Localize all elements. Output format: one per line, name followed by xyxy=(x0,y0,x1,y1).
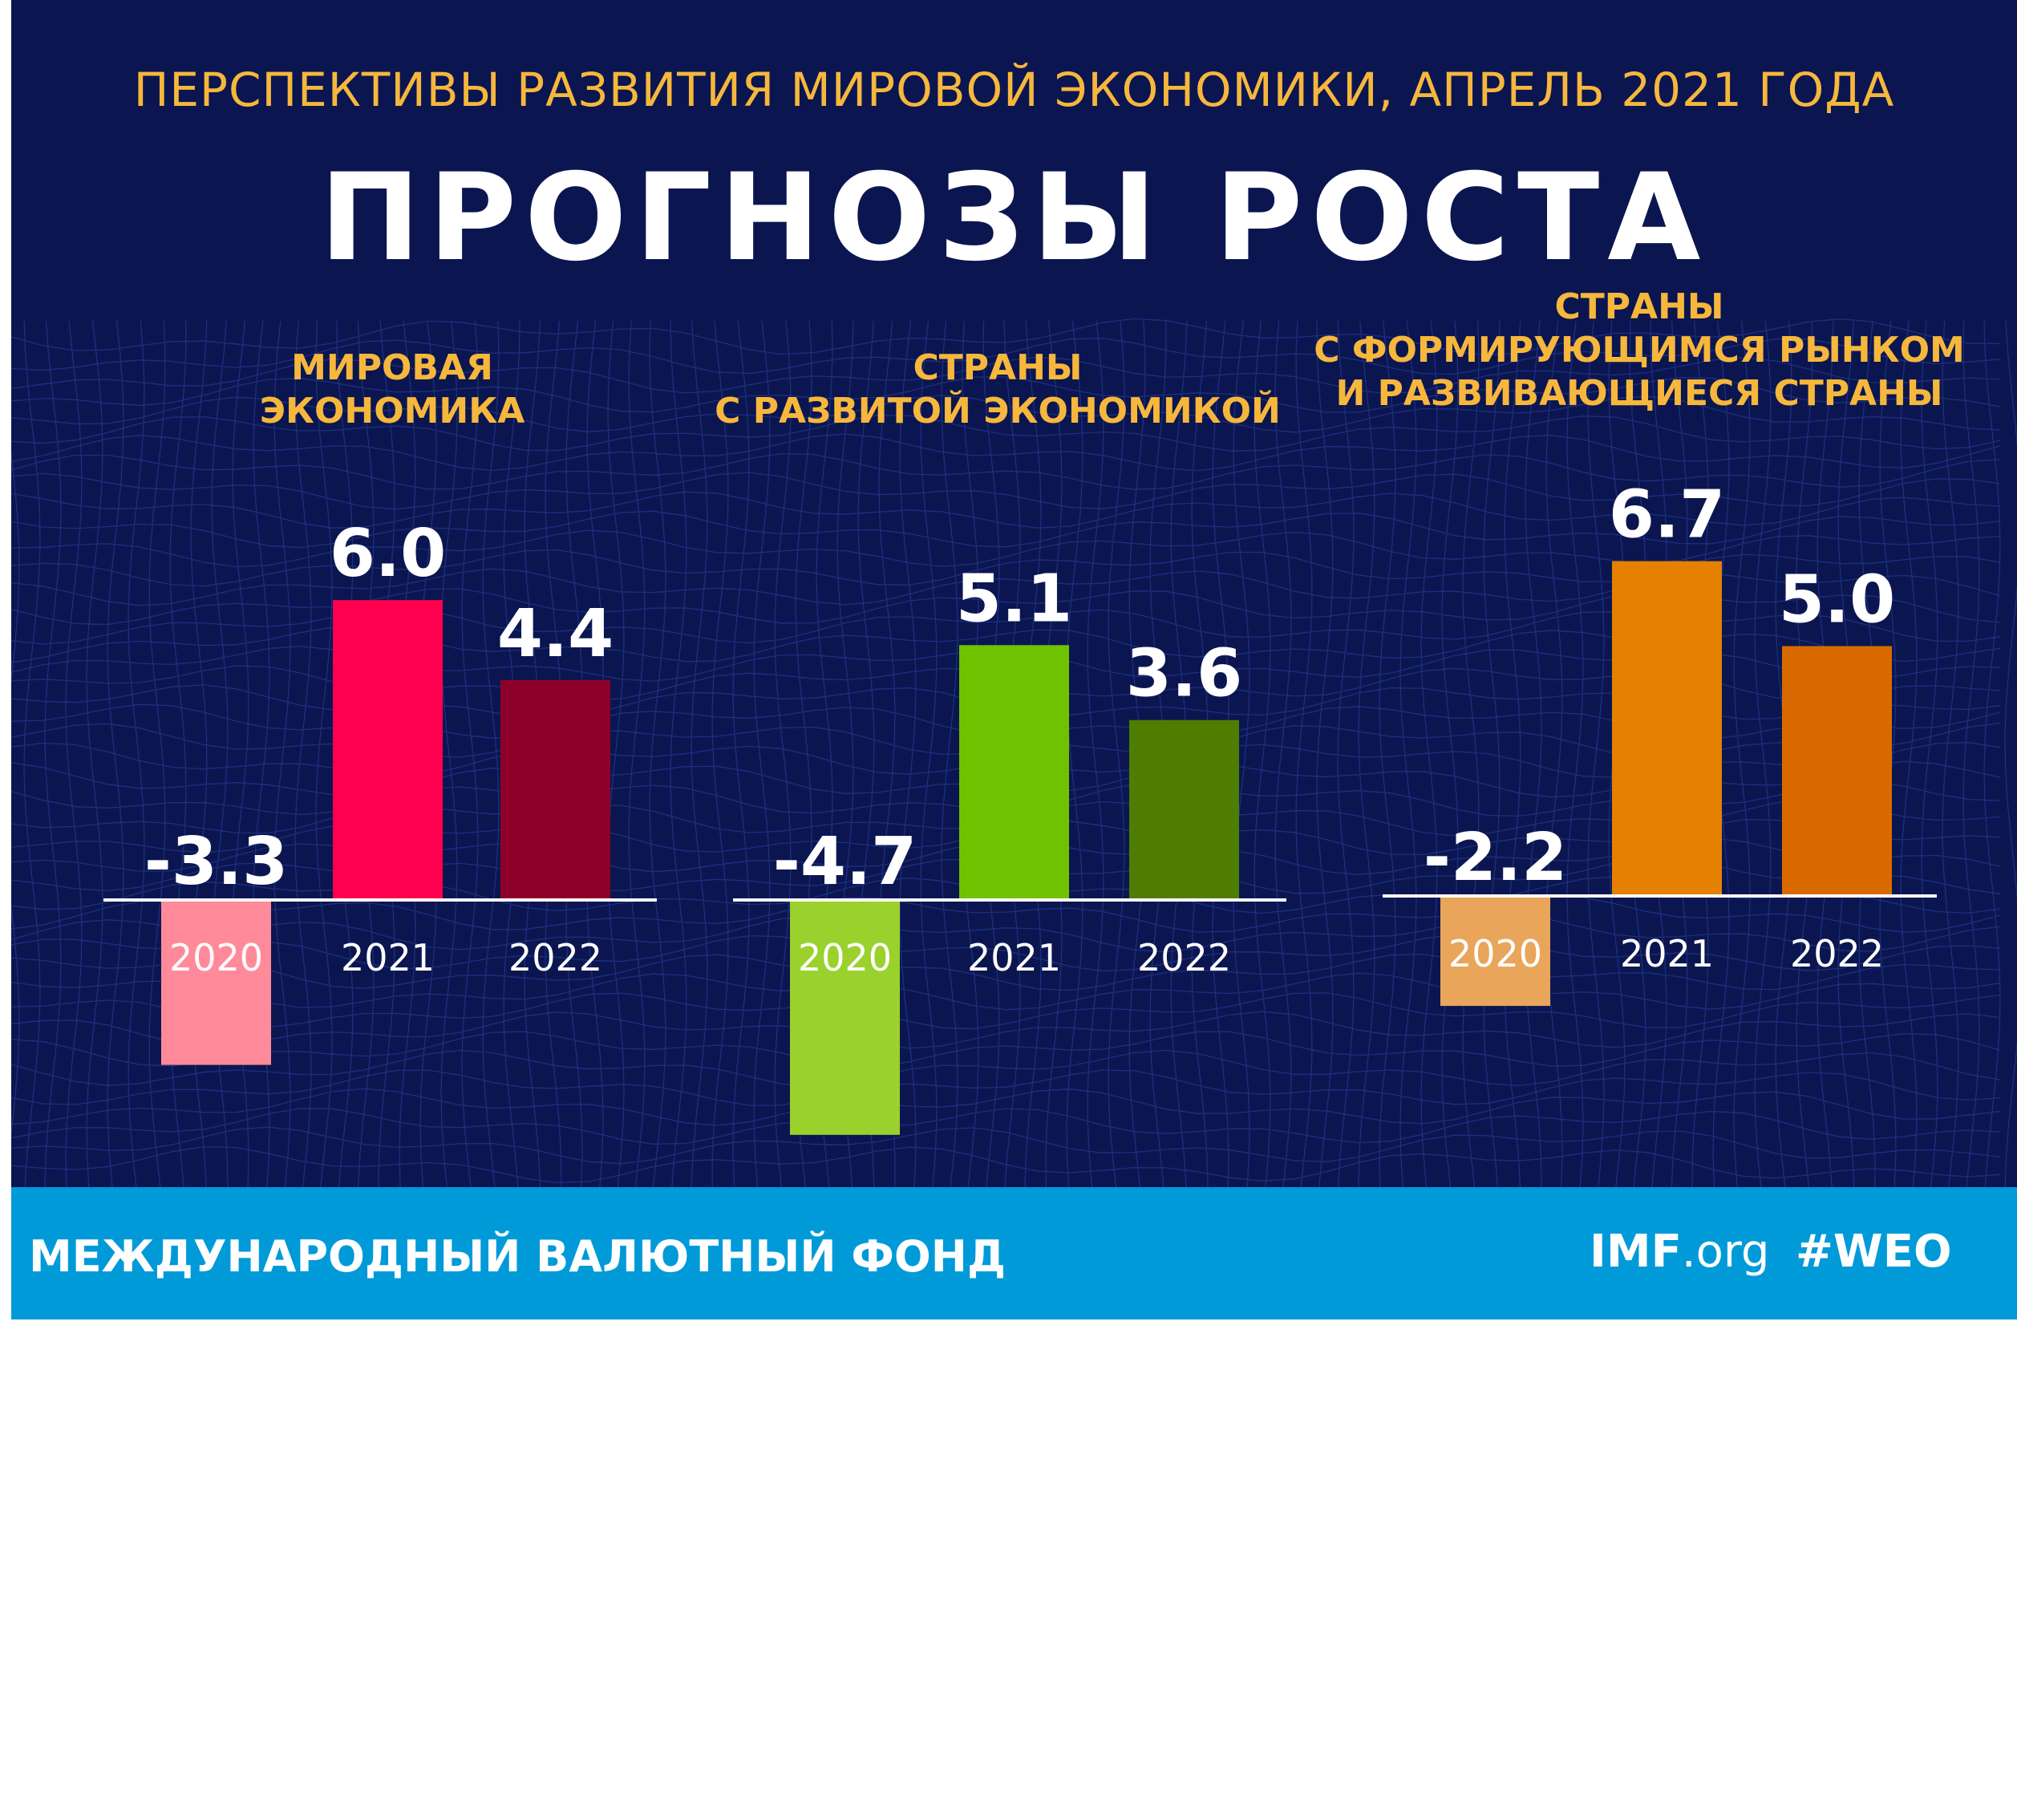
bar-2021 xyxy=(959,645,1069,900)
tick-label-2022: 2022 xyxy=(508,936,602,979)
site-domain-bold: IMF xyxy=(1590,1226,1682,1278)
tick-label-2020: 2020 xyxy=(798,936,892,979)
infographic-card: ПЕРСПЕКТИВЫ РАЗВИТИЯ МИРОВОЙ ЭКОНОМИКИ, … xyxy=(11,0,2017,1319)
panel-title-line: С РАЗВИТОЙ ЭКОНОМИКОЙ xyxy=(715,391,1281,432)
data-label-2022: 4.4 xyxy=(497,596,614,672)
footer-bar: МЕЖДУНАРОДНЫЙ ВАЛЮТНЫЙ ФОНД IMF.org #WEO xyxy=(11,1187,2017,1319)
bar-charts: -3.3 2020 6.0 2021 4.4 2022 -4.7 2020 5.1 2021 3.6… xyxy=(103,477,1937,1135)
page-title: ПРОГНОЗЫ РОСТА xyxy=(319,148,1709,288)
panel-title-line: ЭКОНОМИКА xyxy=(259,391,525,432)
tick-label-2021: 2021 xyxy=(341,936,435,979)
panel-title-line: СТРАНЫ xyxy=(1554,286,1724,327)
chart-panel-2: -4.7 2020 5.1 2021 3.6 2022 xyxy=(733,561,1286,1135)
site-domain-suffix: .org xyxy=(1681,1226,1770,1278)
organization-name: МЕЖДУНАРОДНЫЙ ВАЛЮТНЫЙ ФОНД xyxy=(29,1231,1006,1282)
bar-2022 xyxy=(500,679,610,900)
panel-title-world: МИРОВАЯ ЭКОНОМИКА xyxy=(136,347,649,433)
data-label-2020: -3.3 xyxy=(144,824,288,900)
site-link[interactable]: IMF.org xyxy=(1590,1226,1769,1278)
panel-title-emerging: СТРАНЫ С ФОРМИРУЮЩИМСЯ РЫНКОМ И РАЗВИВАЮ… xyxy=(1294,286,1984,415)
bar-2020 xyxy=(790,900,900,1135)
bar-2021 xyxy=(333,600,443,900)
tick-label-2022: 2022 xyxy=(1137,936,1231,979)
bar-2020 xyxy=(1440,896,1550,1007)
panel-title-line: И РАЗВИВАЮЩИЕСЯ СТРАНЫ xyxy=(1335,373,1943,414)
data-label-2021: 5.1 xyxy=(956,561,1072,637)
hashtag: #WEO xyxy=(1796,1226,1952,1278)
tick-label-2020: 2020 xyxy=(1448,932,1542,975)
panel-title-advanced: СТРАНЫ С РАЗВИТОЙ ЭКОНОМИКОЙ xyxy=(677,347,1318,433)
data-label-2021: 6.0 xyxy=(330,516,446,592)
tick-label-2022: 2022 xyxy=(1790,932,1884,975)
bar-2020 xyxy=(161,900,271,1065)
chart-panel-3: -2.2 2020 6.7 2021 5.0 2022 xyxy=(1383,477,1937,1007)
panel-title-line: МИРОВАЯ xyxy=(291,347,493,388)
data-label-2022: 5.0 xyxy=(1779,562,1895,638)
bar-2022 xyxy=(1129,719,1239,900)
data-label-2021: 6.7 xyxy=(1609,477,1725,553)
tick-label-2020: 2020 xyxy=(169,936,263,979)
panel-title-line: С ФОРМИРУЮЩИМСЯ РЫНКОМ xyxy=(1314,330,1965,371)
tick-label-2021: 2021 xyxy=(967,936,1061,979)
bar-2022 xyxy=(1782,646,1892,896)
data-label-2020: -2.2 xyxy=(1424,820,1567,896)
chart-panel-1: -3.3 2020 6.0 2021 4.4 2022 xyxy=(103,516,657,1065)
bar-2021 xyxy=(1612,561,1722,896)
panel-title-line: СТРАНЫ xyxy=(913,347,1083,388)
data-label-2022: 3.6 xyxy=(1126,636,1242,712)
data-label-2020: -4.7 xyxy=(773,824,917,900)
tick-label-2021: 2021 xyxy=(1620,932,1714,975)
subtitle: ПЕРСПЕКТИВЫ РАЗВИТИЯ МИРОВОЙ ЭКОНОМИКИ, … xyxy=(133,63,1895,117)
